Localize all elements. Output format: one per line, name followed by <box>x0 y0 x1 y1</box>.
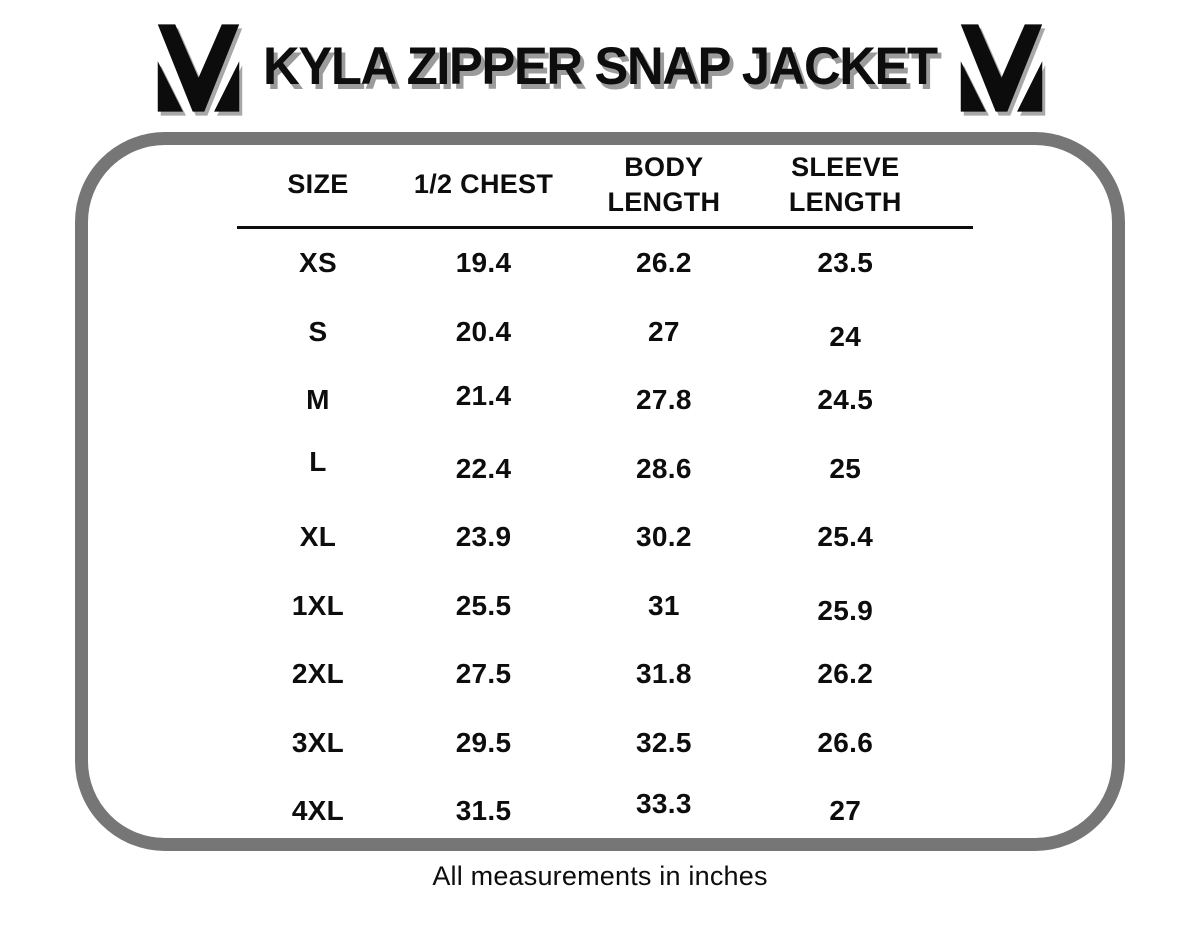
cell-size: 4XL <box>291 795 345 827</box>
cell-size: L <box>309 445 327 477</box>
cell-sleeve: 25.9 <box>817 594 874 626</box>
cell-size: S <box>308 315 328 347</box>
cell-size: M <box>306 384 330 416</box>
measurements-note: All measurements in inches <box>432 861 768 891</box>
table-row: 2XL 27.5 31.8 26.2 <box>237 640 973 709</box>
table-row: L 22.4 28.6 25 <box>237 435 973 504</box>
cell-chest: 29.5 <box>455 726 512 758</box>
cell-sleeve: 24.5 <box>817 384 874 416</box>
cell-sleeve: 25 <box>829 452 862 484</box>
cell-body: 33.3 <box>636 788 692 820</box>
cell-size: XS <box>298 247 337 279</box>
header-divider-line <box>237 226 973 230</box>
cell-sleeve: 26.6 <box>817 726 874 758</box>
brand-m-logo-left-icon <box>157 24 240 112</box>
cell-sleeve: 24 <box>829 320 862 352</box>
cell-body: 26.2 <box>636 247 692 279</box>
header-sleeve-length: SLEEVE LENGTH <box>788 152 902 217</box>
cell-size: XL <box>299 521 337 553</box>
table-row: XL 23.9 30.2 25.4 <box>237 503 973 572</box>
cell-chest: 27.5 <box>455 658 512 690</box>
cell-sleeve: 23.5 <box>817 247 874 279</box>
cell-sleeve: 27 <box>829 795 862 827</box>
cell-body: 28.6 <box>636 452 692 484</box>
table-row: XS 19.4 26.2 23.5 <box>237 229 973 298</box>
size-table: SIZE 1/2 CHEST BODY LENGTH SLEEVE LENGTH… <box>237 150 973 846</box>
cell-body: 31.8 <box>636 658 692 690</box>
table-row: 3XL 29.5 32.5 26.6 <box>237 709 973 778</box>
cell-chest: 22.4 <box>455 452 512 484</box>
cell-sleeve: 25.4 <box>817 521 874 553</box>
cell-chest: 25.5 <box>455 589 512 621</box>
title-bar: KYLA ZIPPER SNAP JACKET <box>0 18 1200 118</box>
cell-body: 31 <box>647 589 680 621</box>
table-row: 1XL 25.5 31 25.9 <box>237 572 973 641</box>
cell-size: 2XL <box>291 658 345 690</box>
cell-chest: 19.4 <box>455 247 512 279</box>
cell-chest: 23.9 <box>455 521 512 553</box>
size-table-header-row: SIZE 1/2 CHEST BODY LENGTH SLEEVE LENGTH <box>237 150 973 219</box>
table-row: 4XL 31.5 33.3 27 <box>237 777 973 846</box>
cell-chest: 21.4 <box>455 380 512 412</box>
size-chart-frame <box>75 132 1125 851</box>
cell-chest: 31.5 <box>455 795 512 827</box>
header-body-length: BODY LENGTH <box>607 152 721 217</box>
cell-body: 27.8 <box>636 384 692 416</box>
size-table-body: XS 19.4 26.2 23.5 S 20.4 27 24 M 21.4 27… <box>237 229 973 846</box>
cell-size: 3XL <box>291 726 345 758</box>
cell-body: 32.5 <box>636 726 692 758</box>
cell-body: 27 <box>647 315 680 347</box>
cell-sleeve: 26.2 <box>817 658 874 690</box>
table-row: S 20.4 27 24 <box>237 298 973 367</box>
cell-body: 30.2 <box>636 521 692 553</box>
page-title: KYLA ZIPPER SNAP JACKET <box>263 36 938 96</box>
header-half-chest: 1/2 CHEST <box>413 169 554 200</box>
header-size: SIZE <box>287 169 349 200</box>
cell-size: 1XL <box>291 589 345 621</box>
table-row: M 21.4 27.8 24.5 <box>237 366 973 435</box>
cell-chest: 20.4 <box>455 315 512 347</box>
brand-m-logo-right-icon <box>960 24 1043 112</box>
